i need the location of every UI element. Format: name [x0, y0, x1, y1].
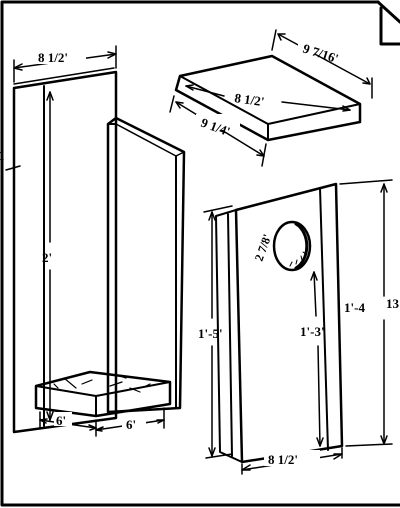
- back-height-dimension: [46, 91, 54, 421]
- front-cut-label: 13: [386, 296, 400, 311]
- front-width-label: 8 1/2': [268, 452, 298, 467]
- front-left-height-label: 1'-5': [198, 326, 223, 341]
- front-center-height-label: 1'-3': [300, 324, 325, 339]
- roof-center-label: 8 1/2': [234, 90, 266, 109]
- hole-diameter-label: 2 7/8': [252, 232, 275, 263]
- back-board: [12, 67, 118, 434]
- front-center-height-dimension: [310, 271, 324, 447]
- roof-board: [174, 54, 362, 142]
- front-width-dimension: [241, 447, 343, 475]
- back-edge-label: 1: [0, 148, 5, 163]
- back-edge-tick: [5, 165, 21, 171]
- front-left-height-dimension: [203, 205, 233, 459]
- back-width-dimension: [13, 45, 117, 83]
- floor-dimensions: [39, 407, 165, 437]
- side-board: [106, 116, 186, 414]
- front-right-height-label: 1'-4: [344, 300, 365, 315]
- front-right-height-dimension: [339, 179, 393, 447]
- floor-right-label: 6': [126, 417, 136, 432]
- floor-left-label: 6': [56, 413, 66, 428]
- front-board: [215, 182, 344, 464]
- roof-dimensions: [169, 29, 373, 167]
- back-width-label: 8 1/2': [38, 50, 68, 65]
- entrance-hole: [272, 220, 312, 272]
- back-height-label: 2': [42, 250, 52, 265]
- floor-block: [34, 370, 172, 418]
